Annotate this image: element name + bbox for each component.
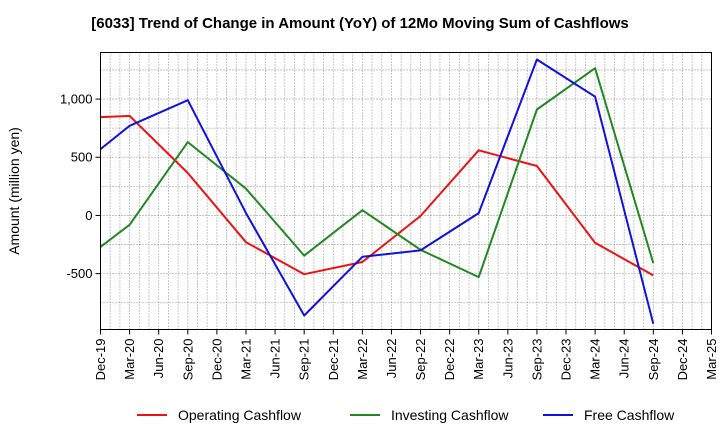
y-axis: -500 0 500 1,000 [60,92,101,281]
legend-label: Investing Cashflow [391,407,509,423]
x-tick-label: Mar-25 [704,339,719,380]
legend-label: Free Cashflow [584,407,675,423]
x-tick-label: Sep-20 [180,339,195,381]
x-axis: Dec-19 Mar-20 Jun-20 Sep-20 Dec-20 Mar-21 Jun-… [93,329,719,381]
x-tick-label: Sep-21 [297,339,312,381]
grid-lines [100,52,712,330]
x-tick-label: Mar-23 [471,339,486,380]
legend-label: Operating Cashflow [178,407,302,423]
x-tick-label: Sep-23 [529,339,544,381]
x-tick-label: Jun-23 [500,339,515,379]
x-tick-label: Dec-21 [326,339,341,381]
x-tick-label: Dec-22 [442,339,457,381]
x-tick-label: Dec-20 [209,339,224,381]
x-tick-label: Jun-21 [268,339,283,379]
legend: Operating Cashflow Investing Cashflow Free… [137,407,675,423]
x-tick-label: Dec-24 [675,339,690,381]
x-tick-label: Dec-19 [93,339,108,381]
y-tick-label: -500 [66,266,92,281]
x-tick-label: Sep-24 [646,339,661,381]
y-axis-label: Amount (million yen) [6,127,22,255]
x-tick-label: Jun-22 [384,339,399,379]
y-tick-label: 500 [71,150,93,165]
y-tick-label: 1,000 [60,92,93,107]
y-tick-label: 0 [85,208,92,223]
x-tick-label: Dec-23 [559,339,574,381]
series-line-operating-cashflow [100,114,654,277]
x-tick-label: Mar-22 [355,339,370,380]
x-tick-label: Mar-21 [238,339,253,380]
plot-frame [100,52,712,330]
x-tick-label: Jun-20 [151,339,166,379]
series-line-investing-cashflow [99,67,655,279]
x-tick-label: Sep-22 [413,339,428,381]
series-lines [99,58,655,324]
x-tick-label: Mar-20 [122,339,137,380]
x-tick-label: Jun-24 [617,339,632,379]
series-line-free-cashflow [99,58,655,324]
chart-title: [6033] Trend of Change in Amount (YoY) o… [91,15,629,32]
x-tick-label: Mar-24 [588,339,603,380]
